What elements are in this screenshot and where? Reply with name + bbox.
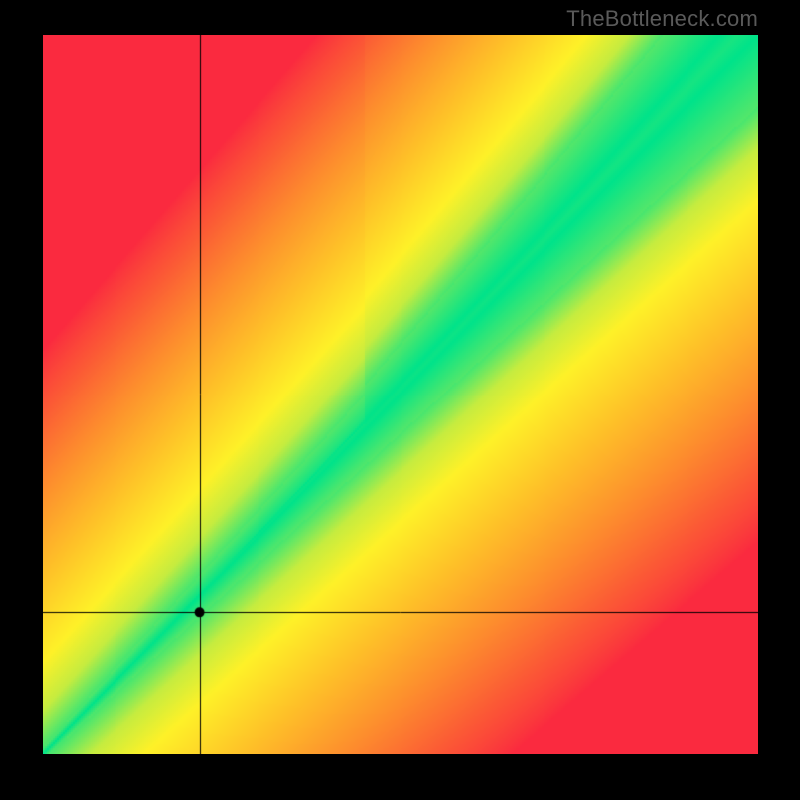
attribution-text: TheBottleneck.com xyxy=(566,6,758,32)
root: TheBottleneck.com xyxy=(0,0,800,800)
bottleneck-heatmap xyxy=(43,35,758,754)
